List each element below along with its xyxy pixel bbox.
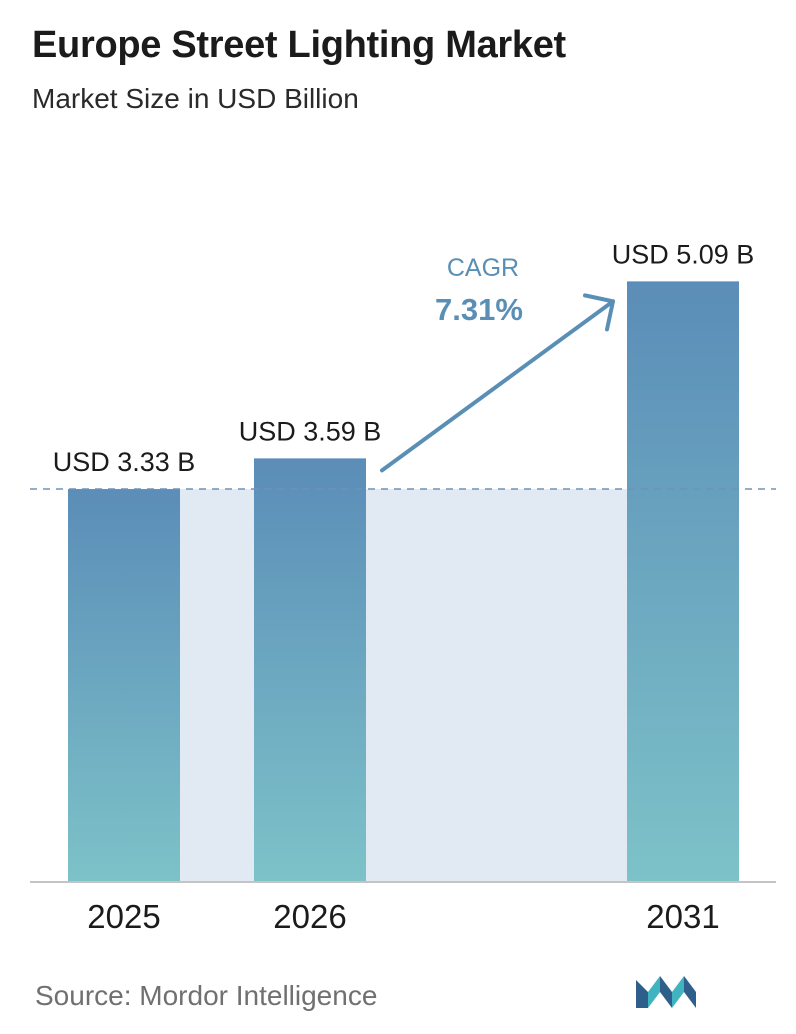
cagr-arrow	[380, 299, 615, 473]
cagr-arrow-head-icon	[583, 293, 615, 332]
cagr-value: 7.31%	[435, 292, 523, 327]
mordor-intelligence-logo-icon	[636, 976, 696, 1008]
value-label-2026: USD 3.59 B	[239, 416, 382, 446]
category-label-2026: 2026	[273, 898, 346, 935]
category-label-2025: 2025	[87, 898, 160, 935]
bar-2031	[627, 281, 739, 882]
chart-subtitle: Market Size in USD Billion	[32, 83, 359, 114]
source-footer: Source: Mordor Intelligence	[35, 980, 378, 1011]
reference-shade-band	[366, 489, 627, 882]
value-label-2025: USD 3.33 B	[53, 447, 196, 477]
cagr-label: CAGR	[447, 254, 519, 282]
reference-shade-band	[180, 489, 254, 882]
bar-2025	[68, 489, 180, 882]
chart-title: Europe Street Lighting Market	[32, 24, 566, 66]
category-label-2031: 2031	[646, 898, 719, 935]
bar-2026	[254, 458, 366, 882]
value-label-2031: USD 5.09 B	[612, 239, 755, 269]
